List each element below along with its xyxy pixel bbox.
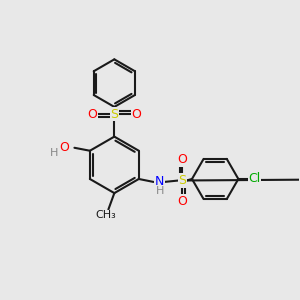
Text: N: N xyxy=(155,176,164,188)
Text: O: O xyxy=(60,141,70,154)
Text: S: S xyxy=(110,108,118,121)
Text: H: H xyxy=(155,187,164,196)
Text: O: O xyxy=(178,195,188,208)
Text: O: O xyxy=(178,153,188,166)
Text: O: O xyxy=(132,108,142,121)
Text: H: H xyxy=(50,148,58,158)
Text: S: S xyxy=(178,174,187,187)
Text: CH₃: CH₃ xyxy=(95,210,116,220)
Text: Cl: Cl xyxy=(249,172,261,185)
Text: O: O xyxy=(87,108,97,121)
